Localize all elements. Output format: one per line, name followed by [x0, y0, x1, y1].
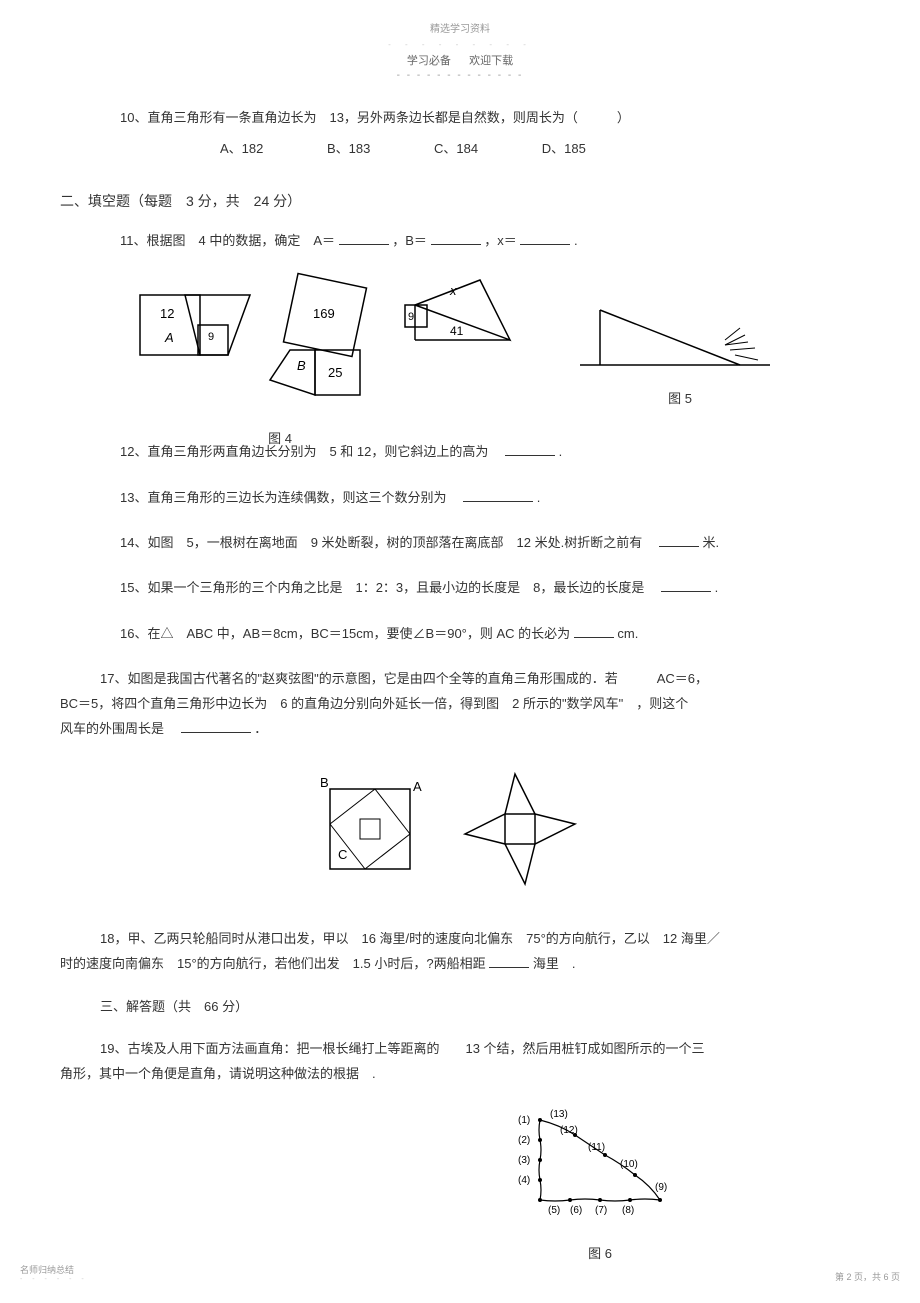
- fig5-caption: 图 5: [570, 388, 790, 407]
- blank: [181, 719, 251, 733]
- fig4-val-41: 41: [450, 324, 464, 338]
- header-top: 精选学习资料: [60, 20, 860, 35]
- figure-6-svg: (1) (2) (3) (4) (5) (6) (7) (8) (9) (10)…: [510, 1105, 690, 1235]
- blank: [661, 578, 711, 592]
- blank: [659, 533, 699, 547]
- fig6-n4: (4): [518, 1175, 530, 1186]
- q10-opt-b: B、183: [327, 141, 370, 156]
- q18-line2-pre: 时的速度向南偏东 15°的方向航行，若他们出发 1.5 小时后，?两船相距: [60, 956, 486, 971]
- fig4-val-25: 25: [328, 365, 342, 380]
- q19-line2: 角形，其中一个角便是直角，请说明这种做法的根据 .: [60, 1062, 860, 1087]
- q12-end: .: [559, 444, 563, 459]
- q10-text: 10、直角三角形有一条直角边长为 13，另外两条边长都是自然数，则周长为（ ）: [120, 106, 860, 129]
- footer-left-text: 名师归纳总结: [20, 1263, 88, 1276]
- fig4-val-12: 12: [160, 306, 174, 321]
- fig6-n7: (7): [595, 1205, 607, 1216]
- q17-line2: BC＝5，将四个直角三角形中边长为 6 的直角边分别向外延长一倍，得到图 2 所…: [60, 692, 860, 717]
- question-10: 10、直角三角形有一条直角边长为 13，另外两条边长都是自然数，则周长为（ ） …: [120, 106, 860, 161]
- header-dots: - - - - - - - - -: [60, 40, 860, 49]
- fig6-n10: (10): [620, 1159, 638, 1170]
- fig4-label-B: B: [297, 358, 306, 373]
- fig6-n13: (13): [550, 1109, 568, 1120]
- fig4-val-9: 9: [208, 331, 214, 343]
- q17-line1: 17、如图是我国古代著名的"赵爽弦图"的示意图，它是由四个全等的直角三角形围成的…: [100, 667, 860, 692]
- header-sub-left: 学习必备: [407, 55, 451, 67]
- fig4-val-169: 169: [313, 306, 335, 321]
- figure-4-svg: 12 A 9 169 25 B x 9 41: [130, 270, 530, 420]
- q17-line3: 风车的外围周长是 ．: [60, 717, 860, 742]
- q18-line2-end: 海里 .: [533, 956, 576, 971]
- footer-left: 名师归纳总结 - - - - - -: [20, 1263, 88, 1283]
- q18-line1: 18，甲、乙两只轮船同时从港口出发，甲以 16 海里/时的速度向北偏东 75°的…: [100, 927, 860, 952]
- q16-pre: 16、在△ ABC 中，AB＝8cm，BC＝15cm，要使∠B＝90°，则 AC…: [120, 626, 570, 641]
- fig17-C: C: [338, 847, 347, 862]
- question-15: 15、如果一个三角形的三个内角之比是 1：2：3，且最小边的长度是 8，最长边的…: [120, 576, 860, 599]
- q10-opt-d: D、185: [542, 141, 586, 156]
- header-underline: - - - - - - - - - - - - -: [60, 70, 860, 81]
- fig6-n6: (6): [570, 1205, 582, 1216]
- header-sub: 学习必备 欢迎下载: [60, 52, 860, 68]
- q14-pre: 14、如图 5，一根树在离地面 9 米处断裂，树的顶部落在离底部 12 米处.树…: [120, 535, 655, 550]
- blank: [489, 954, 529, 968]
- q10-opt-a: A、182: [220, 141, 263, 156]
- q18-line2: 时的速度向南偏东 15°的方向航行，若他们出发 1.5 小时后，?两船相距 海里…: [60, 952, 860, 977]
- fig6-caption: 图 6: [500, 1243, 700, 1262]
- blank: [463, 488, 533, 502]
- blank: [520, 231, 570, 245]
- fig6-n11: (11): [588, 1142, 605, 1153]
- question-13: 13、直角三角形的三边长为连续偶数，则这三个数分别为 .: [120, 486, 860, 509]
- blank: [339, 231, 389, 245]
- question-18: 18，甲、乙两只轮船同时从港口出发，甲以 16 海里/时的速度向北偏东 75°的…: [100, 927, 860, 976]
- blank: [574, 624, 614, 638]
- question-11: 11、根据图 4 中的数据，确定 A＝ ，B＝ ，x＝ .: [120, 229, 860, 252]
- question-16: 16、在△ ABC 中，AB＝8cm，BC＝15cm，要使∠B＝90°，则 AC…: [120, 622, 860, 645]
- question-14: 14、如图 5，一根树在离地面 9 米处断裂，树的顶部落在离底部 12 米处.树…: [120, 531, 860, 554]
- fig6-n5: (5): [548, 1205, 560, 1216]
- fig6-n8: (8): [622, 1205, 634, 1216]
- fig4-val-x: x: [449, 283, 457, 298]
- q15-pre: 15、如果一个三角形的三个内角之比是 1：2：3，且最小边的长度是 8，最长边的…: [120, 580, 657, 595]
- q10-opt-c: C、184: [434, 141, 478, 156]
- q11-mid1: ，B＝: [392, 233, 427, 248]
- q13-pre: 13、直角三角形的三边长为连续偶数，则这三个数分别为: [120, 490, 459, 505]
- q11-pre: 11、根据图 4 中的数据，确定 A＝: [120, 233, 335, 248]
- q10-options: A、182 B、183 C、184 D、185: [220, 137, 860, 160]
- q13-end: .: [537, 490, 541, 505]
- figure-5: 图 5: [570, 290, 790, 407]
- fig17-B: B: [320, 775, 329, 790]
- footer-right: 第 2 页，共 6 页: [835, 1270, 900, 1283]
- fig6-n12: (12): [560, 1125, 578, 1136]
- fig4-caption: 图 4: [250, 428, 310, 447]
- header-sub-right: 欢迎下载: [469, 55, 513, 67]
- figure-4: 12 A 9 169 25 B x 9 41 图 4: [130, 270, 530, 447]
- fig6-n2: (2): [518, 1135, 530, 1146]
- fig17-A: A: [413, 779, 422, 794]
- fig4-val-9b: 9: [408, 311, 414, 323]
- section-3-title: 三、解答题（共 66 分）: [100, 995, 860, 1020]
- section-2-title: 二、填空题（每题 3 分，共 24 分）: [60, 191, 860, 211]
- q14-end: 米.: [702, 535, 719, 550]
- q11-mid2: ，x＝: [484, 233, 517, 248]
- q15-end: .: [715, 580, 719, 595]
- figure-row-2: B A C: [60, 759, 860, 902]
- fig6-n9: (9): [655, 1182, 667, 1193]
- question-19: 19、古埃及人用下面方法画直角：把一根长绳打上等距离的 13 个结，然后用桩钉成…: [100, 1037, 860, 1086]
- q16-end: cm.: [617, 626, 638, 641]
- blank: [431, 231, 481, 245]
- footer-dots-left: - - - - - -: [20, 1276, 88, 1283]
- question-17: 17、如图是我国古代著名的"赵爽弦图"的示意图，它是由四个全等的直角三角形围成的…: [100, 667, 860, 741]
- fig6-n1: (1): [518, 1115, 530, 1126]
- figure-row-1: 12 A 9 169 25 B x 9 41 图 4: [130, 270, 860, 420]
- q11-end: .: [574, 233, 578, 248]
- fig6-n3: (3): [518, 1155, 530, 1166]
- fig4-label-A: A: [164, 330, 174, 345]
- figure-6: (1) (2) (3) (4) (5) (6) (7) (8) (9) (10)…: [500, 1105, 700, 1262]
- q19-line1: 19、古埃及人用下面方法画直角：把一根长绳打上等距离的 13 个结，然后用桩钉成…: [100, 1037, 860, 1062]
- q17-line3-end: ．: [254, 721, 267, 736]
- figure-17-svg: B A C: [310, 759, 610, 899]
- figure-5-svg: [570, 290, 790, 380]
- q17-line3-pre: 风车的外围周长是: [60, 721, 177, 736]
